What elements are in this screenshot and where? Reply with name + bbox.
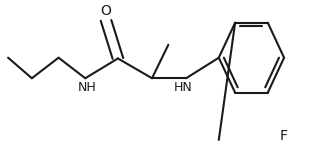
Text: O: O (101, 4, 112, 18)
Text: F: F (280, 129, 288, 143)
Text: NH: NH (78, 81, 96, 94)
Text: HN: HN (174, 81, 193, 94)
